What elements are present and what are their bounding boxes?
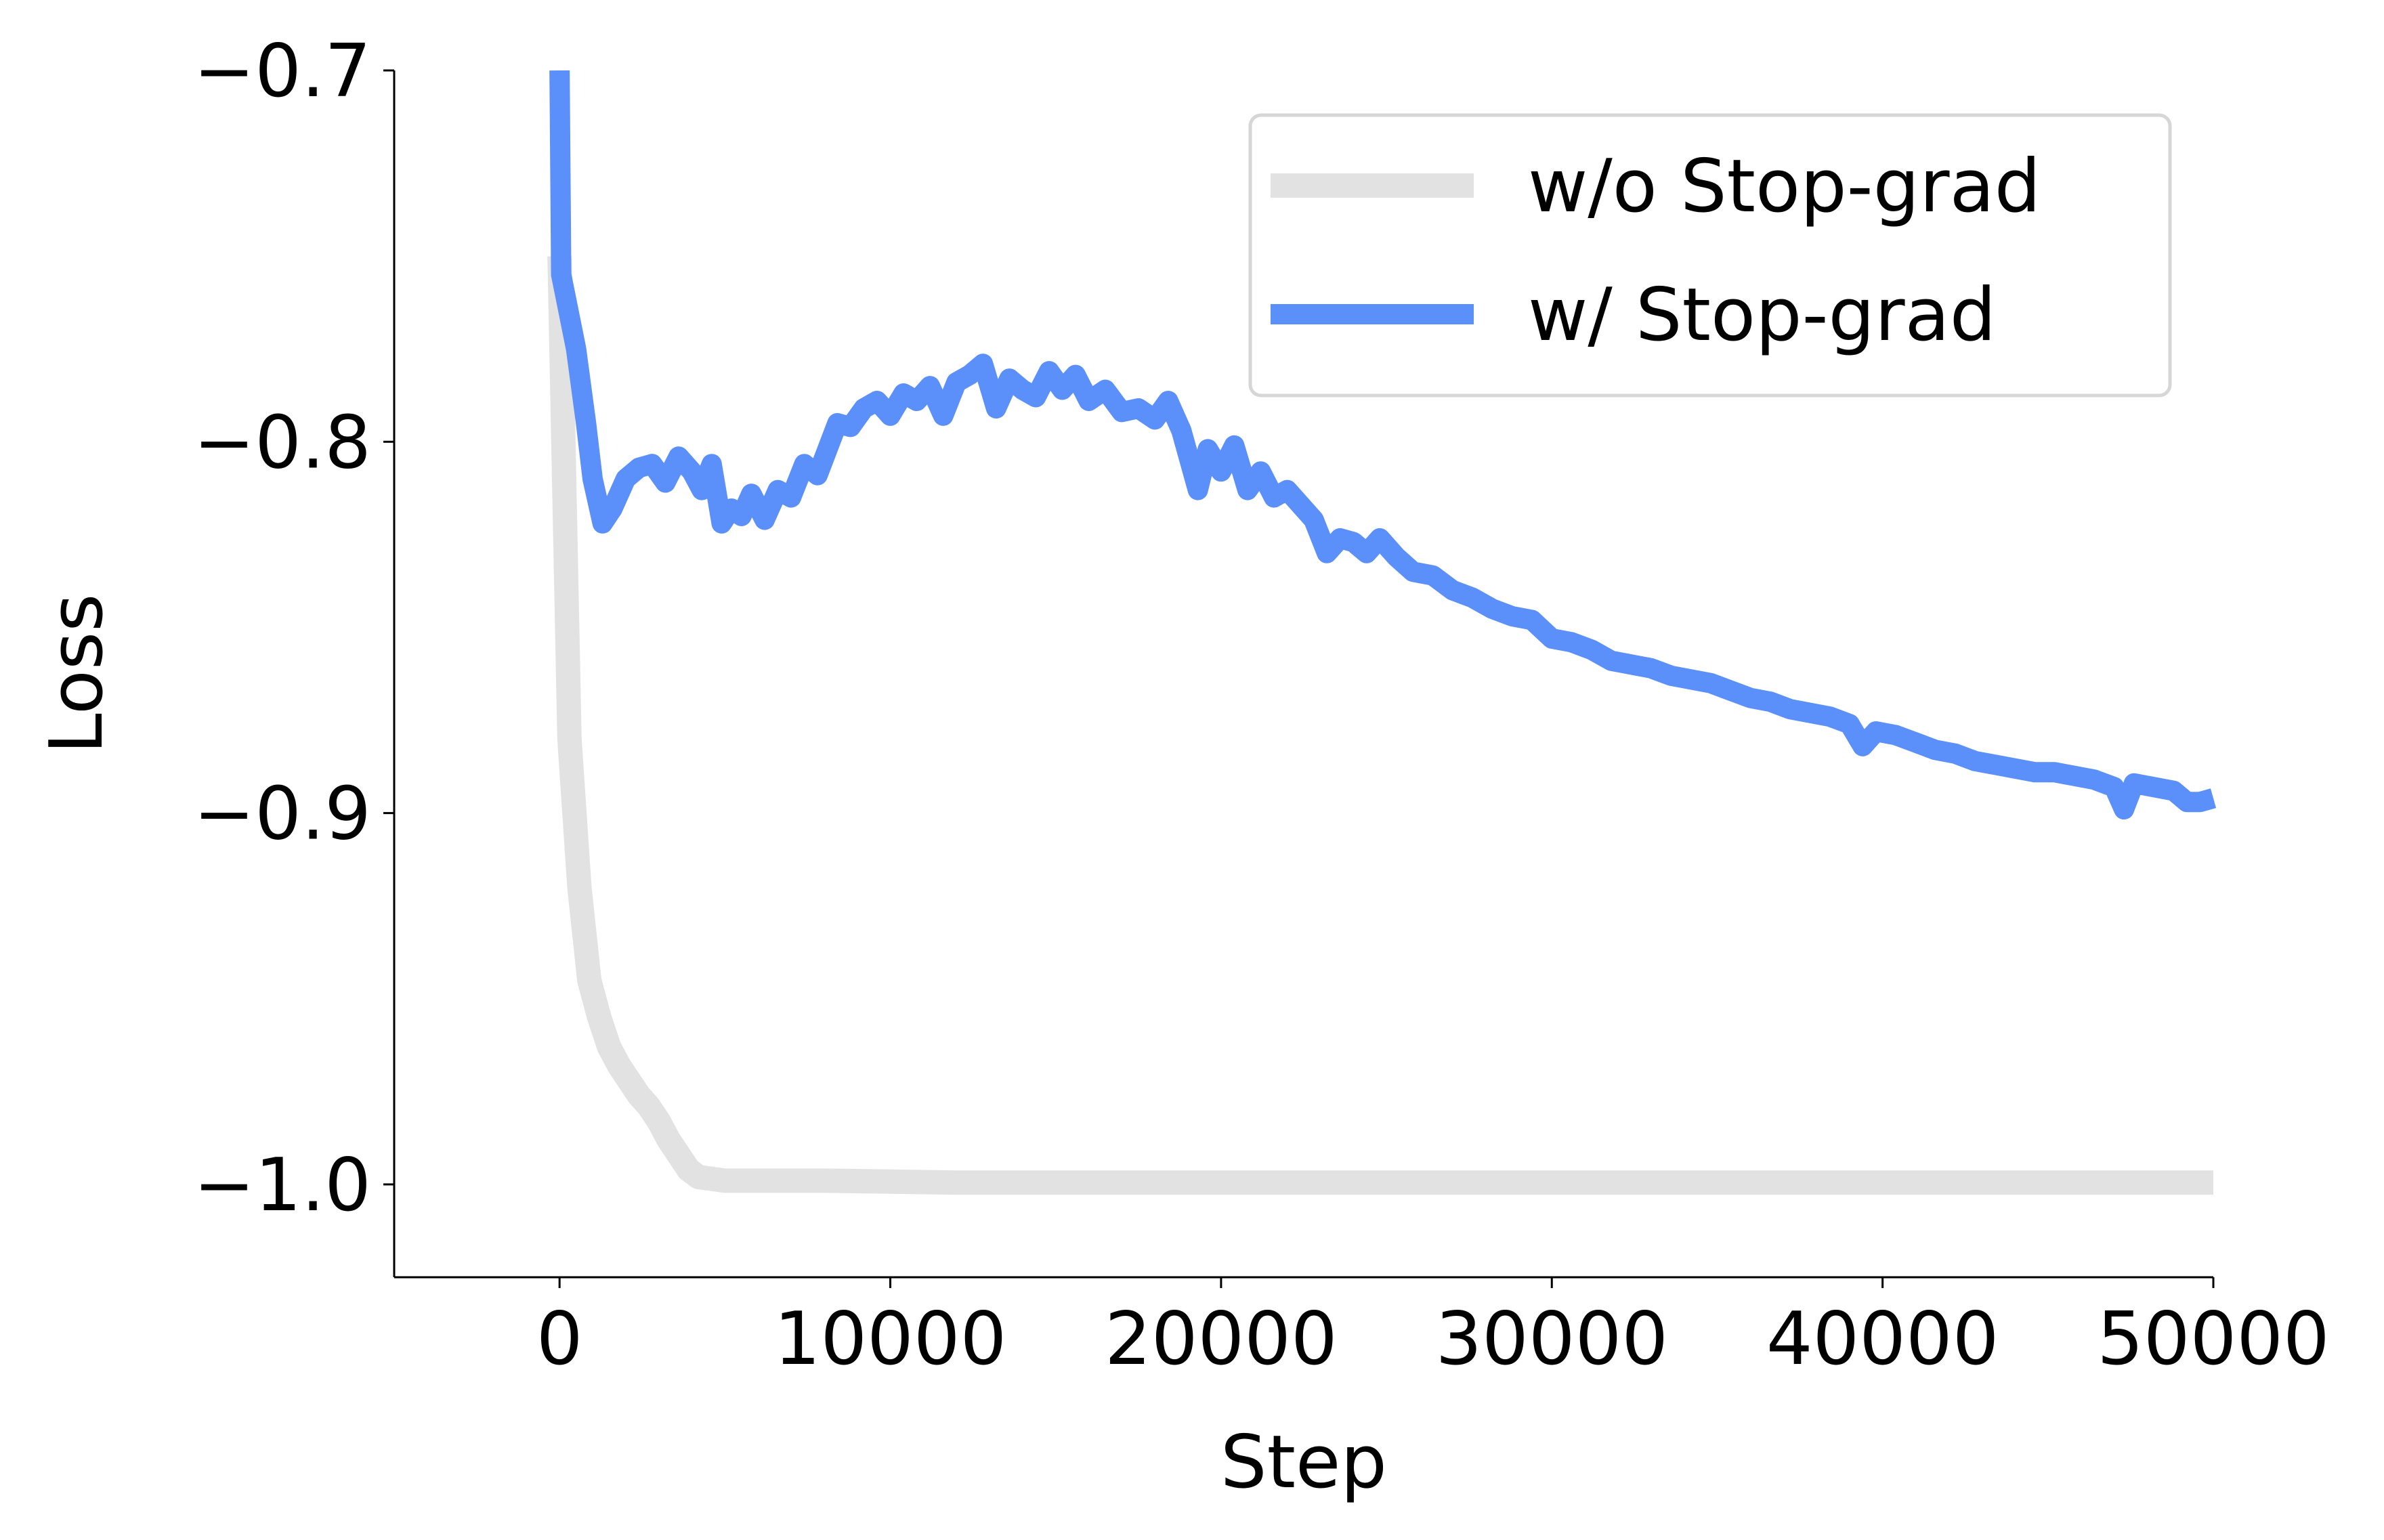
x-tick-label: 0 <box>536 1297 583 1382</box>
y-ticks: −1.0 −0.9 −0.8 −0.7 <box>194 29 394 1228</box>
y-tick-label: −0.7 <box>194 29 371 114</box>
y-tick-label: −1.0 <box>194 1143 371 1228</box>
series-layer <box>547 70 2217 1195</box>
legend: w/o Stop-grad w/ Stop-grad <box>1248 113 2172 398</box>
x-tick-label: 50000 <box>2097 1297 2330 1382</box>
x-ticks: 0 10000 20000 30000 40000 50000 <box>536 1277 2330 1382</box>
legend-label: w/ Stop-grad <box>1528 273 1996 358</box>
series-line-with-stop-grad <box>549 70 2217 820</box>
legend-box <box>1248 113 2172 398</box>
y-axis-label: Loss <box>35 594 119 754</box>
x-tick-label: 10000 <box>774 1297 1007 1382</box>
y-tick-label: −0.8 <box>194 400 371 485</box>
y-tick-label: −0.9 <box>194 772 371 857</box>
x-tick-label: 40000 <box>1766 1297 1999 1382</box>
x-axis-label: Step <box>1220 1420 1387 1505</box>
x-tick-label: 20000 <box>1105 1297 1338 1382</box>
legend-label: w/o Stop-grad <box>1528 144 2041 229</box>
axes <box>393 70 2213 1279</box>
series-line-without-stop-grad <box>547 255 2213 1195</box>
x-tick-label: 30000 <box>1435 1297 1668 1382</box>
